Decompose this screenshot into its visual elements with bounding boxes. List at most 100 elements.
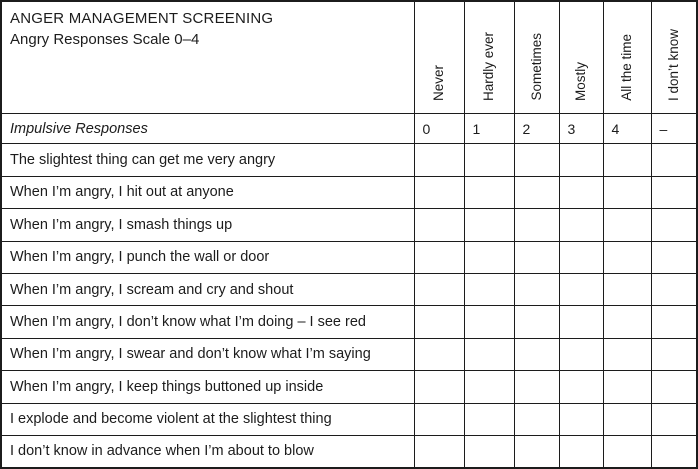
answer-cell-5-i-dont-know[interactable]: [650, 272, 698, 307]
column-header-sometimes: Sometimes: [513, 0, 560, 114]
scale-value-2: 2: [513, 112, 560, 145]
question-label-3: When I’m angry, I smash things up: [0, 208, 415, 242]
answer-cell-8-all-the-time[interactable]: [602, 370, 652, 404]
answer-cell-6-all-the-time[interactable]: [602, 305, 652, 339]
question-label-4: When I’m angry, I punch the wall or door: [0, 240, 415, 274]
page-subtitle: Angry Responses Scale 0–4: [10, 31, 200, 48]
scale-value-3: 3: [558, 112, 604, 145]
answer-cell-1-all-the-time[interactable]: [602, 143, 652, 177]
answer-cell-6-hardly-ever[interactable]: [463, 305, 515, 339]
answer-cell-4-i-dont-know[interactable]: [650, 240, 698, 274]
section-label-impulsive-responses: Impulsive Responses: [0, 112, 415, 145]
answer-cell-4-sometimes[interactable]: [513, 240, 560, 274]
answer-cell-7-sometimes[interactable]: [513, 337, 560, 372]
question-row-1: The slightest thing can get me very angr…: [0, 143, 698, 177]
answer-cell-10-hardly-ever[interactable]: [463, 434, 515, 469]
question-row-8: When I’m angry, I keep things buttoned u…: [0, 370, 698, 404]
answer-cell-9-all-the-time[interactable]: [602, 402, 652, 436]
answer-cell-7-i-dont-know[interactable]: [650, 337, 698, 372]
answer-cell-10-i-dont-know[interactable]: [650, 434, 698, 469]
scale-value-dash: –: [650, 112, 698, 145]
header-row: ANGER MANAGEMENT SCREENING Angry Respons…: [0, 0, 698, 114]
answer-cell-5-sometimes[interactable]: [513, 272, 560, 307]
answer-cell-1-mostly[interactable]: [558, 143, 604, 177]
question-row-6: When I’m angry, I don’t know what I’m do…: [0, 305, 698, 339]
answer-cell-10-all-the-time[interactable]: [602, 434, 652, 469]
answer-cell-3-mostly[interactable]: [558, 208, 604, 242]
question-label-6: When I’m angry, I don’t know what I’m do…: [0, 305, 415, 339]
question-row-4: When I’m angry, I punch the wall or door: [0, 240, 698, 274]
answer-cell-5-never[interactable]: [413, 272, 465, 307]
answer-cell-6-i-dont-know[interactable]: [650, 305, 698, 339]
answer-cell-4-mostly[interactable]: [558, 240, 604, 274]
answer-cell-3-hardly-ever[interactable]: [463, 208, 515, 242]
answer-cell-9-never[interactable]: [413, 402, 465, 436]
answer-cell-3-sometimes[interactable]: [513, 208, 560, 242]
answer-cell-6-never[interactable]: [413, 305, 465, 339]
question-row-2: When I’m angry, I hit out at anyone: [0, 175, 698, 210]
column-header-i-dont-know-label: I don’t know: [666, 28, 681, 101]
answer-cell-8-hardly-ever[interactable]: [463, 370, 515, 404]
answer-cell-2-i-dont-know[interactable]: [650, 175, 698, 210]
answer-cell-3-all-the-time[interactable]: [602, 208, 652, 242]
column-header-never: Never: [413, 0, 465, 114]
answer-cell-1-i-dont-know[interactable]: [650, 143, 698, 177]
answer-cell-2-hardly-ever[interactable]: [463, 175, 515, 210]
answer-cell-10-sometimes[interactable]: [513, 434, 560, 469]
question-label-1: The slightest thing can get me very angr…: [0, 143, 415, 177]
answer-cell-2-never[interactable]: [413, 175, 465, 210]
answer-cell-6-sometimes[interactable]: [513, 305, 560, 339]
answer-cell-8-i-dont-know[interactable]: [650, 370, 698, 404]
answer-cell-8-sometimes[interactable]: [513, 370, 560, 404]
question-label-2: When I’m angry, I hit out at anyone: [0, 175, 415, 210]
answer-cell-3-i-dont-know[interactable]: [650, 208, 698, 242]
answer-cell-2-mostly[interactable]: [558, 175, 604, 210]
answer-cell-2-all-the-time[interactable]: [602, 175, 652, 210]
answer-cell-5-all-the-time[interactable]: [602, 272, 652, 307]
answer-cell-1-never[interactable]: [413, 143, 465, 177]
column-header-hardly-ever-label: Hardly ever: [481, 31, 497, 101]
answer-cell-9-sometimes[interactable]: [513, 402, 560, 436]
scale-value-4: 4: [602, 112, 652, 145]
scale-row: Impulsive Responses 0 1 2 3 4 –: [0, 112, 698, 145]
answer-cell-10-never[interactable]: [413, 434, 465, 469]
scale-value-1: 1: [463, 112, 515, 145]
answer-cell-2-sometimes[interactable]: [513, 175, 560, 210]
question-label-8: When I’m angry, I keep things buttoned u…: [0, 370, 415, 404]
answer-cell-7-never[interactable]: [413, 337, 465, 372]
column-header-never-label: Never: [431, 64, 447, 101]
column-header-hardly-ever: Hardly ever: [463, 0, 515, 114]
answer-cell-9-i-dont-know[interactable]: [650, 402, 698, 436]
answer-cell-8-mostly[interactable]: [558, 370, 604, 404]
column-header-mostly-label: Mostly: [573, 61, 589, 101]
answer-cell-8-never[interactable]: [413, 370, 465, 404]
column-header-all-the-time: All the time: [602, 0, 652, 114]
answer-cell-10-mostly[interactable]: [558, 434, 604, 469]
column-header-all-the-time-label: All the time: [619, 34, 635, 101]
question-row-7: When I’m angry, I swear and don’t know w…: [0, 337, 698, 372]
answer-cell-4-never[interactable]: [413, 240, 465, 274]
answer-cell-4-all-the-time[interactable]: [602, 240, 652, 274]
answer-cell-5-hardly-ever[interactable]: [463, 272, 515, 307]
answer-cell-7-hardly-ever[interactable]: [463, 337, 515, 372]
answer-cell-9-mostly[interactable]: [558, 402, 604, 436]
table-title-cell: ANGER MANAGEMENT SCREENING Angry Respons…: [0, 0, 415, 114]
answer-cell-7-all-the-time[interactable]: [602, 337, 652, 372]
answer-cell-7-mostly[interactable]: [558, 337, 604, 372]
question-label-5: When I’m angry, I scream and cry and sho…: [0, 272, 415, 307]
answer-cell-5-mostly[interactable]: [558, 272, 604, 307]
question-row-10: I don’t know in advance when I’m about t…: [0, 434, 698, 469]
answer-cell-6-mostly[interactable]: [558, 305, 604, 339]
question-label-10: I don’t know in advance when I’m about t…: [0, 434, 415, 469]
question-label-9: I explode and become violent at the slig…: [0, 402, 415, 436]
answer-cell-1-sometimes[interactable]: [513, 143, 560, 177]
answer-cell-1-hardly-ever[interactable]: [463, 143, 515, 177]
column-header-mostly: Mostly: [558, 0, 604, 114]
answer-cell-3-never[interactable]: [413, 208, 465, 242]
answer-cell-4-hardly-ever[interactable]: [463, 240, 515, 274]
page-title: ANGER MANAGEMENT SCREENING: [10, 10, 274, 27]
question-label-7: When I’m angry, I swear and don’t know w…: [0, 337, 415, 372]
answer-cell-9-hardly-ever[interactable]: [463, 402, 515, 436]
